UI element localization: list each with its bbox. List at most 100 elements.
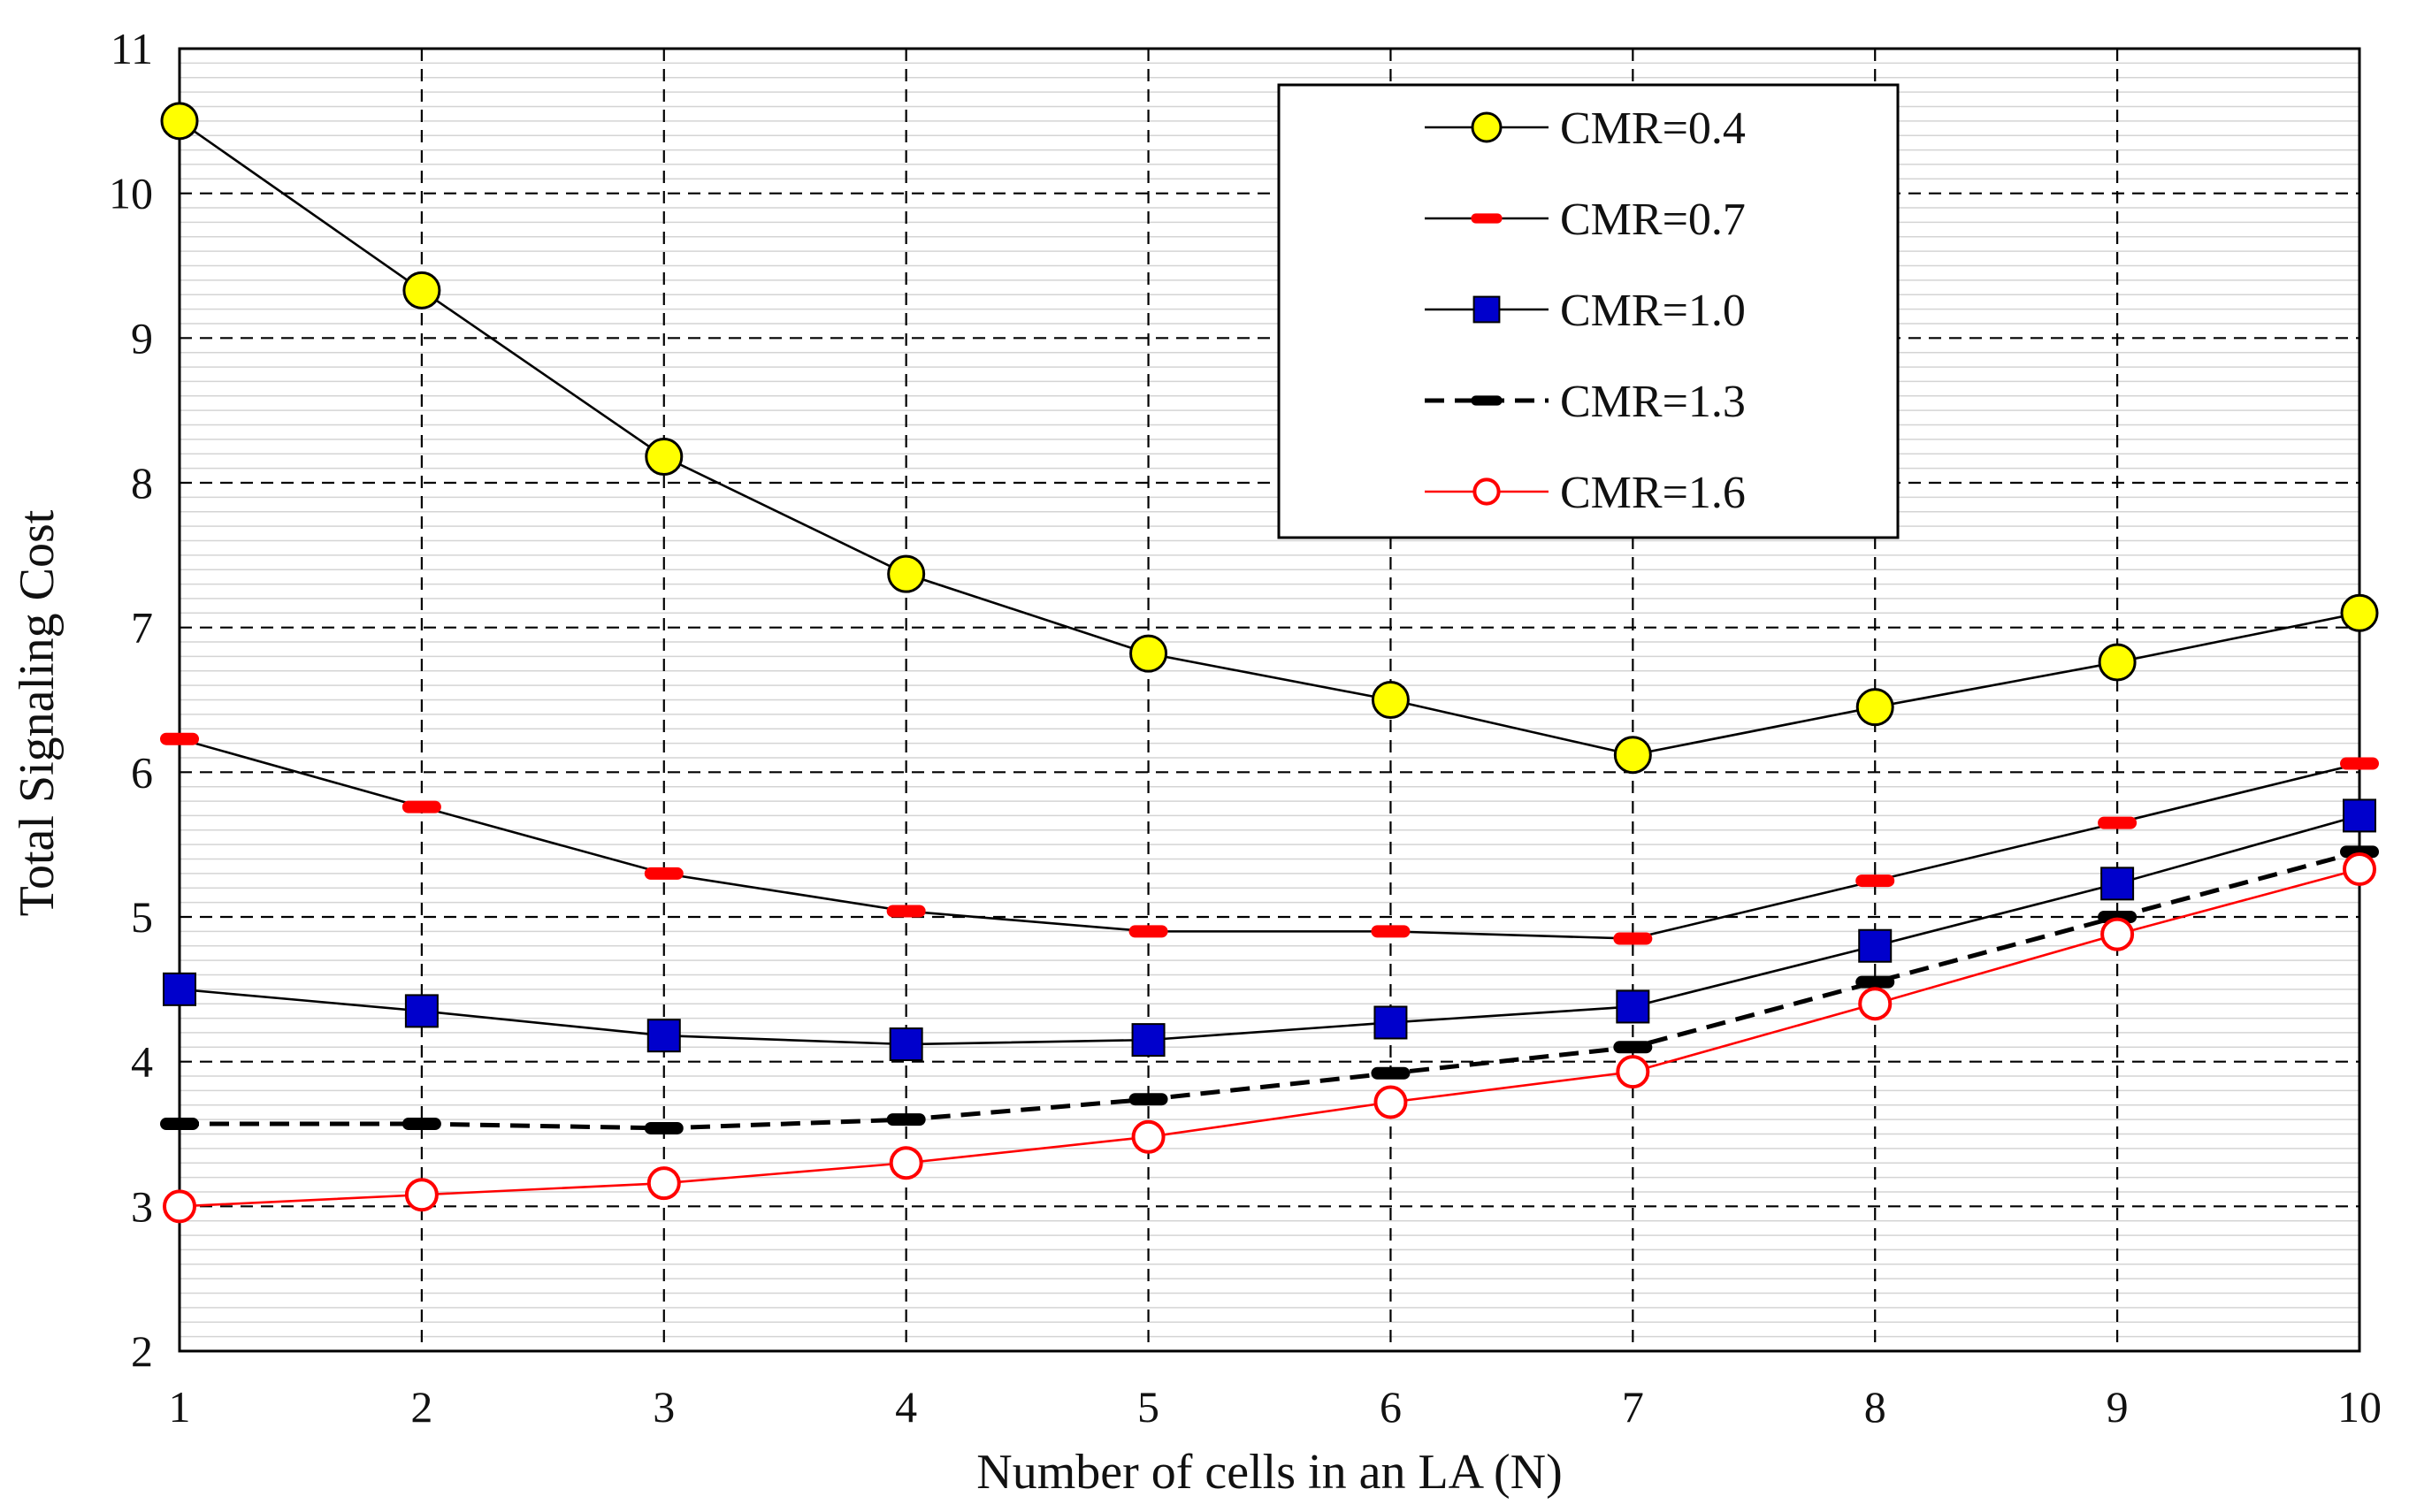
data-point [2098,911,2138,923]
data-point [1613,1041,1653,1054]
data-point [1855,874,1895,888]
data-point [1472,477,1501,506]
series-cmr-0-4 [160,102,2379,775]
data-point [646,1019,681,1053]
legend-item: CMR=0.4 [1425,103,1746,154]
data-point [1131,1119,1166,1154]
data-point [2343,851,2376,886]
data-point [1858,928,1893,963]
series-cmr-1-6 [163,851,2376,1224]
data-point [1371,925,1411,938]
x-tick-label: 2 [410,1382,432,1432]
data-point [160,732,199,745]
data-point [1613,932,1653,945]
legend-item: CMR=0.7 [1425,195,1746,245]
series-cmr-0-7 [160,732,2379,945]
x-axis-label: Number of cells in an LA (N) [976,1445,1562,1500]
data-point [1373,1005,1408,1040]
data-point [1616,989,1650,1024]
y-tick-label: 4 [131,1037,153,1087]
x-tick-labels: 1 2 3 4 5 6 7 8 9 10 [169,1382,2382,1432]
series-line [179,119,2360,757]
data-point [1471,395,1503,406]
legend-label: CMR=1.0 [1560,286,1746,336]
data-point [402,1118,441,1131]
y-tick-label: 10 [109,169,153,218]
data-point [404,1178,439,1212]
data-point [2340,757,2379,770]
data-point [1131,1023,1166,1058]
data-point [1128,1093,1168,1106]
x-tick-label: 10 [2337,1382,2382,1432]
data-point [1371,681,1410,719]
data-point [1129,634,1168,673]
data-point [404,994,439,1028]
x-tick-label: 7 [1622,1382,1644,1432]
series-line [180,849,2360,1131]
data-point [2340,593,2379,632]
data-point [2098,816,2138,829]
y-axis-label: Total Signaling Cost [10,509,65,916]
data-point [2100,917,2135,951]
plot-frame [178,47,2361,1353]
data-point [1858,987,1893,1021]
data-point [886,1113,926,1126]
data-point [1471,111,1503,143]
data-point [402,271,441,309]
data-point [644,867,684,880]
data-point [886,905,926,918]
x-tick-label: 9 [2107,1382,2129,1432]
data-point [645,438,684,477]
y-tick-label: 9 [131,313,153,363]
data-point [2100,867,2135,901]
x-tick-label: 1 [169,1382,191,1432]
data-point [889,1027,923,1062]
data-point [889,1146,923,1180]
data-point [2098,643,2137,682]
legend-item: CMR=1.6 [1425,468,1746,518]
data-point [2340,845,2379,859]
data-point [402,800,441,813]
series-cmr-1-3 [160,845,2379,1134]
y-tick-labels: 2 3 4 5 6 7 8 9 10 11 [109,24,153,1376]
series-cmr-1-0 [163,798,2376,1062]
series-line [179,737,2360,940]
x-tick-label: 8 [1864,1382,1886,1432]
legend-label: CMR=0.4 [1560,103,1746,154]
data-point [1472,295,1501,324]
y-tick-label: 2 [131,1326,153,1376]
y-tick-label: 8 [131,458,153,508]
legend-label: CMR=0.7 [1560,195,1746,245]
data-point [160,1118,199,1131]
x-tick-label: 6 [1380,1382,1402,1432]
data-point [1128,925,1168,938]
data-point [1613,736,1652,775]
data-point [163,1189,196,1224]
data-point [163,972,196,1006]
data-point [1616,1055,1650,1089]
legend-label: CMR=1.6 [1560,468,1746,518]
data-point [2343,798,2376,833]
x-tick-label: 5 [1137,1382,1159,1432]
y-tick-label: 6 [131,747,153,797]
data-point [1855,688,1894,727]
series-line [179,867,2360,1208]
legend-label: CMR=1.3 [1560,377,1746,427]
y-tick-label: 3 [131,1181,153,1231]
y-tick-label: 5 [131,892,153,942]
legend-item: CMR=1.3 [1425,377,1746,427]
data-point [646,1166,681,1201]
series-layer [160,102,2379,1224]
data-point [1855,975,1895,989]
minor-gridlines [180,62,2359,1338]
legend-item: CMR=1.0 [1425,286,1746,336]
data-point [1471,213,1503,224]
data-point [1371,1066,1411,1080]
data-point [644,1121,684,1134]
y-tick-label: 7 [131,603,153,653]
x-tick-label: 4 [895,1382,917,1432]
data-point [887,554,926,593]
legend: CMR=0.4 CMR=0.7 CMR=1.0 CMR=1.3 CMR=1.6 [1277,83,1900,539]
series-line [179,814,2360,1046]
